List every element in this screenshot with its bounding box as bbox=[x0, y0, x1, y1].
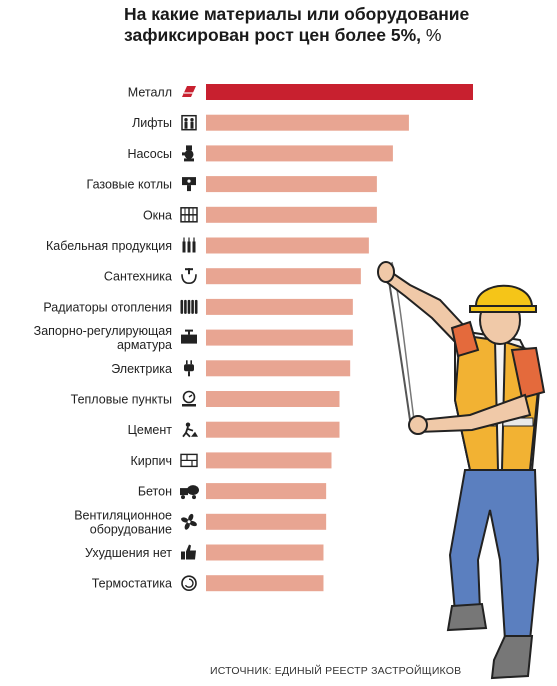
category-label: Ухудшения нет bbox=[85, 546, 172, 560]
bar-row: Цемент bbox=[128, 421, 340, 438]
bar-row: Лифты bbox=[132, 114, 409, 131]
bar-row: Металл bbox=[128, 84, 473, 100]
category-label: Электрика bbox=[111, 362, 172, 376]
faucet-icon bbox=[181, 268, 197, 285]
category-label: Цемент bbox=[128, 423, 173, 437]
thumbs-up-icon bbox=[181, 544, 196, 560]
bar-row: Газовые котлы bbox=[87, 176, 377, 193]
bar-row: Кирпич bbox=[131, 452, 332, 469]
bar bbox=[206, 176, 377, 193]
cable-icon bbox=[182, 237, 196, 253]
category-label: Металл bbox=[128, 86, 172, 100]
plug-icon bbox=[184, 360, 194, 377]
category-label: Радиаторы отопления bbox=[43, 300, 172, 314]
category-label: Окна bbox=[143, 208, 172, 222]
bar bbox=[206, 421, 340, 438]
bar bbox=[206, 206, 377, 223]
bar-row: Вентиляционное оборудование bbox=[74, 508, 327, 536]
bar bbox=[206, 114, 409, 131]
category-label: Термостатика bbox=[92, 577, 172, 591]
category-label: Лифты bbox=[132, 116, 172, 130]
brick-icon bbox=[180, 453, 198, 468]
fan-icon bbox=[181, 513, 197, 530]
bar-row: Насосы bbox=[127, 145, 393, 162]
category-label: Вентиляционное оборудование bbox=[74, 508, 172, 536]
bar bbox=[206, 391, 340, 407]
category-label: Насосы bbox=[127, 147, 172, 161]
metal-beam-icon bbox=[182, 86, 196, 97]
bar bbox=[206, 452, 332, 469]
bar bbox=[206, 483, 327, 500]
bar bbox=[206, 298, 353, 315]
elevator-icon bbox=[181, 114, 197, 131]
category-label: Тепловые пункты bbox=[71, 393, 172, 407]
bar-row: Термостатика bbox=[92, 575, 324, 592]
bar-row: Бетон bbox=[138, 483, 327, 500]
thermostat-icon bbox=[181, 575, 197, 592]
category-label: Запорно-регулирующая арматура bbox=[34, 324, 172, 352]
category-label: Бетон bbox=[138, 485, 172, 499]
bar bbox=[206, 360, 351, 377]
bar bbox=[206, 237, 369, 254]
bar-row: Радиаторы отопления bbox=[43, 298, 353, 315]
category-label: Сантехника bbox=[104, 270, 172, 284]
bar bbox=[206, 84, 473, 100]
bar bbox=[206, 544, 324, 561]
valve-icon bbox=[181, 329, 197, 344]
bar bbox=[206, 329, 353, 346]
bar-row: Кабельная продукция bbox=[46, 237, 369, 254]
cement-worker-icon bbox=[182, 422, 198, 438]
heat-point-icon bbox=[182, 390, 196, 407]
bar-row: Запорно-регулирующая арматура bbox=[34, 324, 353, 352]
bar-row: Тепловые пункты bbox=[71, 390, 340, 407]
bar-row: Ухудшения нет bbox=[85, 544, 324, 561]
gas-boiler-icon bbox=[182, 177, 196, 192]
bar-row: Сантехника bbox=[104, 268, 361, 285]
window-icon bbox=[180, 207, 198, 223]
category-label: Кабельная продукция bbox=[46, 239, 172, 253]
category-label: Кирпич bbox=[131, 454, 172, 468]
bar-row: Окна bbox=[143, 206, 377, 223]
pump-icon bbox=[182, 145, 194, 162]
chart-title: На какие материалы или оборудование зафи… bbox=[124, 4, 544, 46]
bar bbox=[206, 575, 324, 592]
concrete-mixer-icon bbox=[180, 485, 199, 500]
category-label: Газовые котлы bbox=[87, 178, 173, 192]
chart-title-unit: % bbox=[425, 25, 442, 45]
source-note: ИСТОЧНИК: ЕДИНЫЙ РЕЕСТР ЗАСТРОЙЩИКОВ bbox=[210, 665, 462, 677]
radiator-icon bbox=[180, 299, 198, 314]
bar bbox=[206, 268, 361, 285]
chart-title-text: На какие материалы или оборудование зафи… bbox=[124, 4, 470, 45]
bar bbox=[206, 513, 327, 530]
bar bbox=[206, 145, 393, 162]
bar-row: Электрика bbox=[111, 360, 351, 377]
